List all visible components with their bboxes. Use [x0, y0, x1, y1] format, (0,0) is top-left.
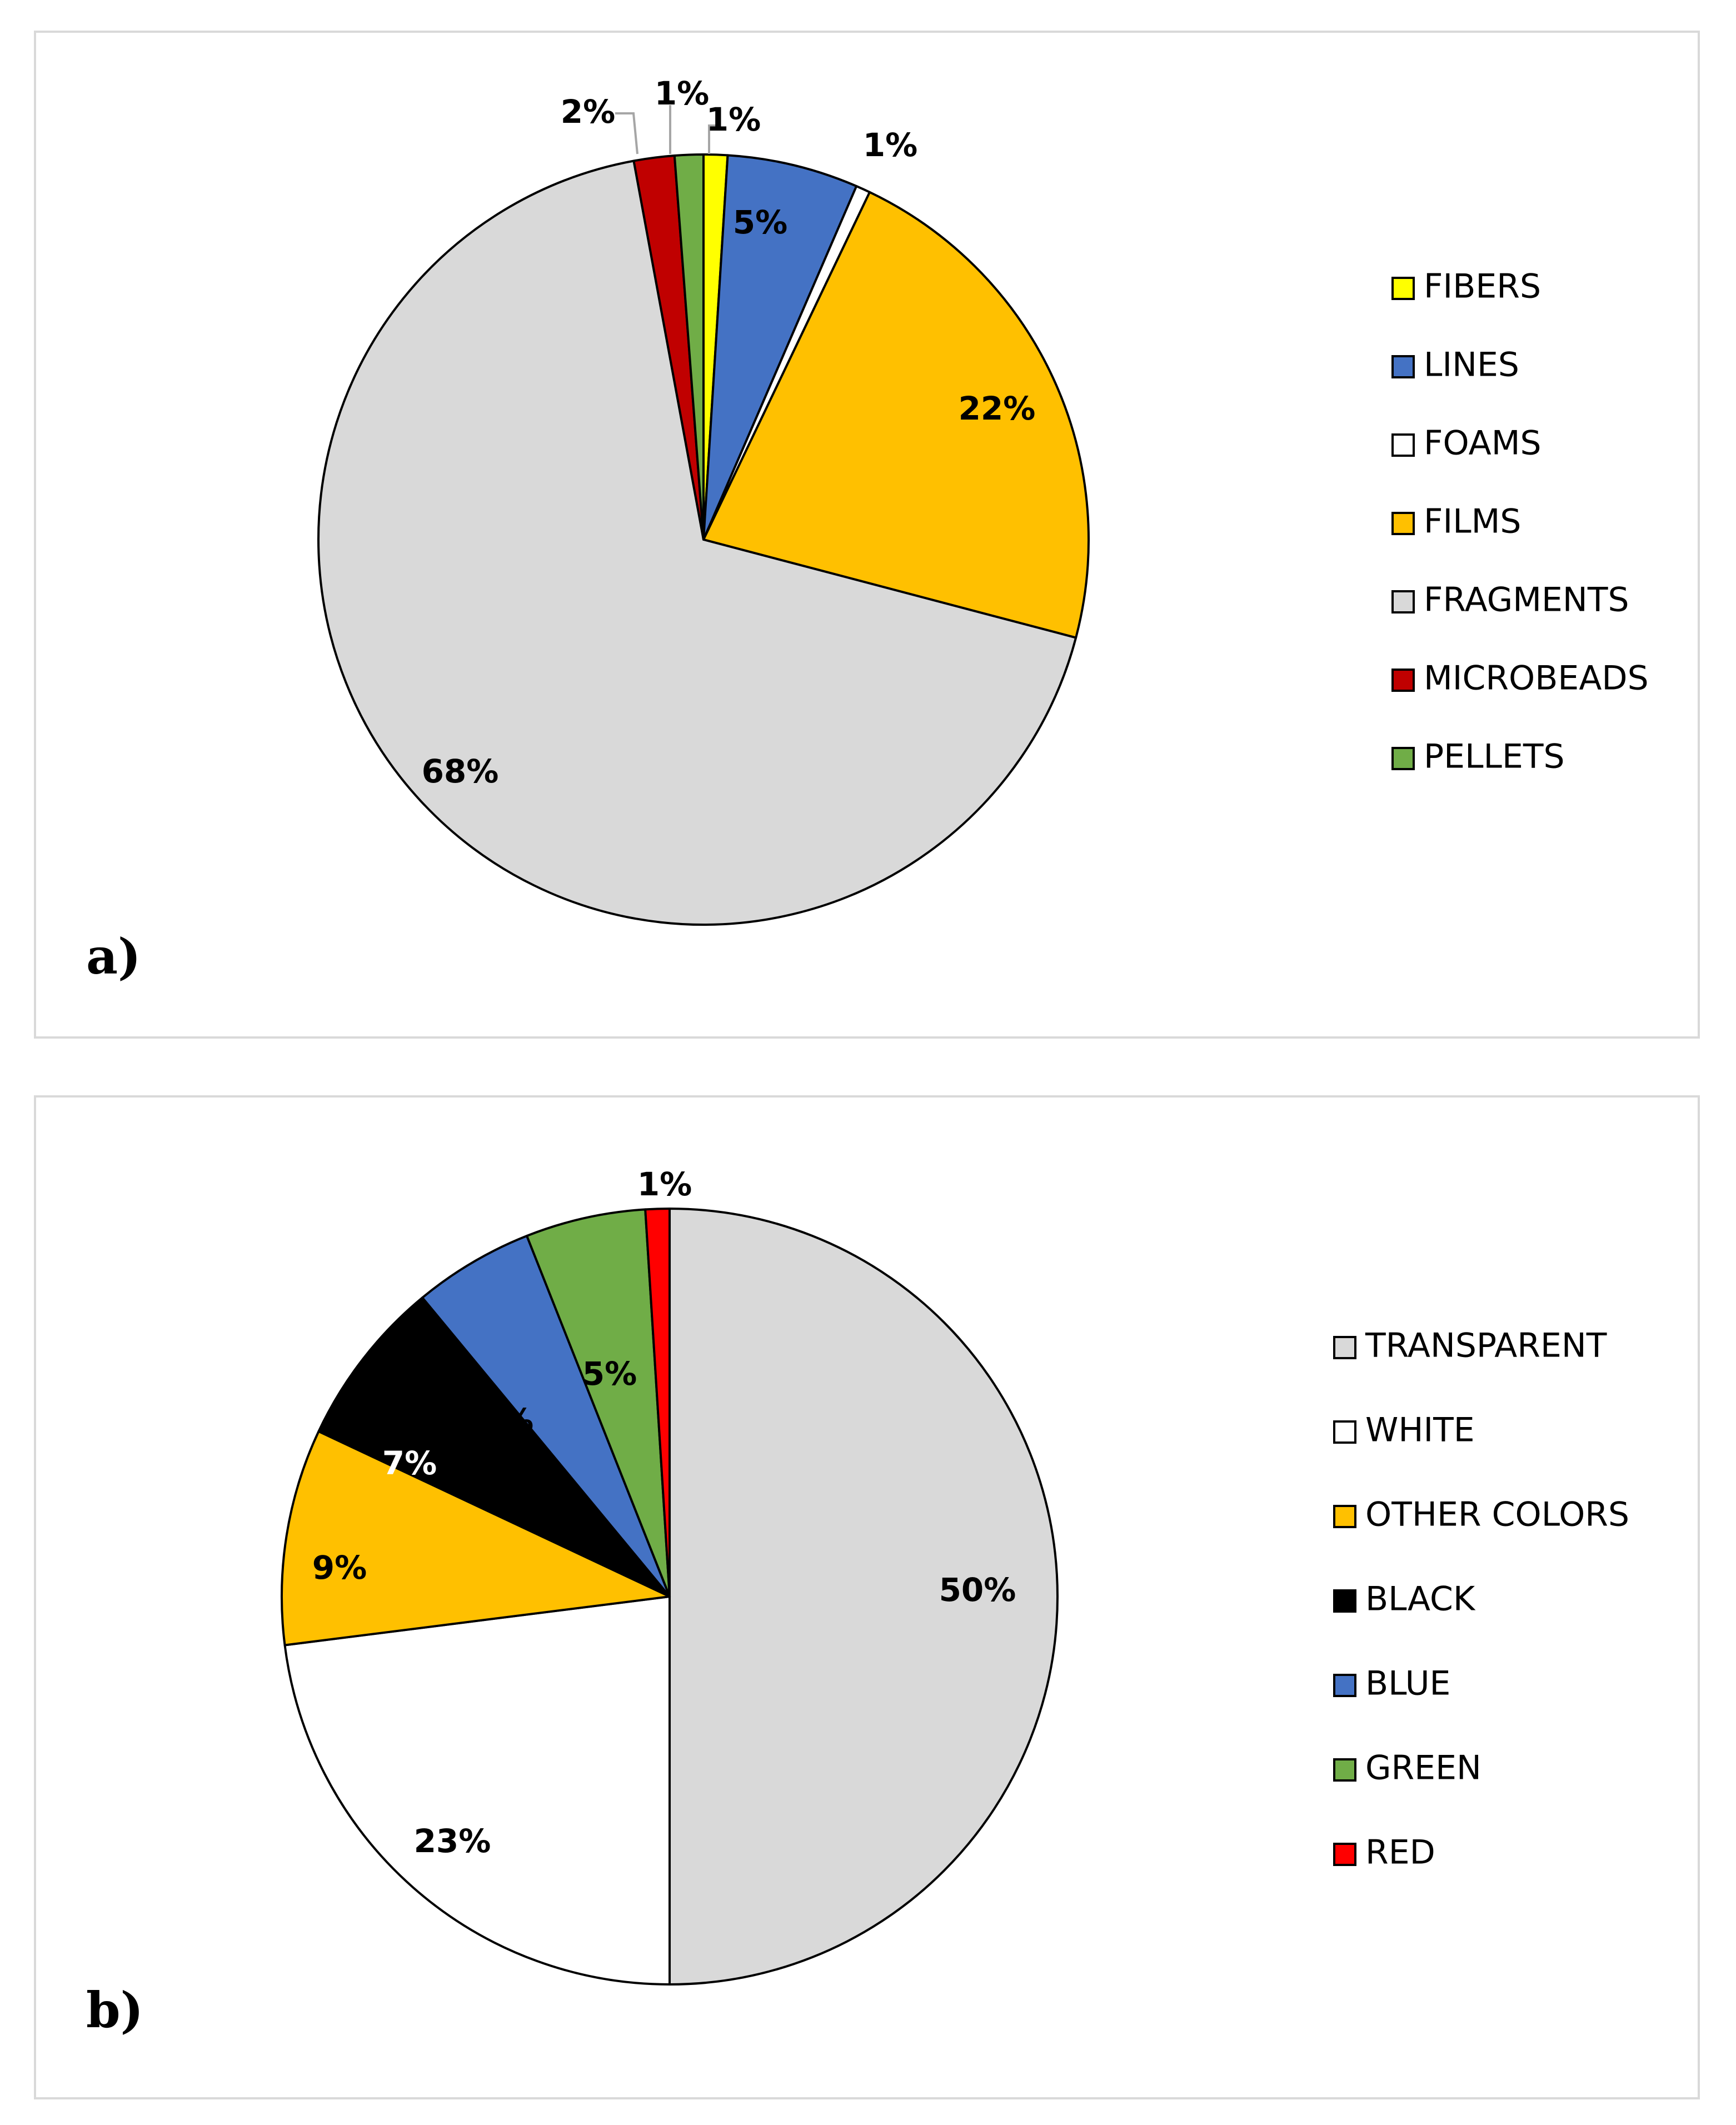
- legend-label-black: BLACK: [1365, 1580, 1476, 1619]
- leader-line-fibers: [708, 124, 721, 154]
- panel-label-b: b): [86, 1981, 144, 2039]
- data-label-blue: 5%: [479, 1401, 533, 1439]
- data-label-red: 1%: [637, 1165, 692, 1203]
- legend-swatch-blue: [1333, 1674, 1356, 1697]
- pie-slice-pellets: [673, 153, 705, 541]
- pie-slice-lines: [702, 154, 858, 541]
- legend-label-red: RED: [1365, 1833, 1435, 1872]
- pie-slices: [281, 1208, 1059, 1986]
- legend-label-microbeads: MICROBEADS: [1424, 659, 1649, 698]
- legend-label-pellets: PELLETS: [1424, 737, 1565, 776]
- panel-label-a: a): [86, 927, 141, 985]
- legend-swatch-other-colors: [1333, 1505, 1356, 1528]
- data-label-lines: 5%: [733, 203, 787, 241]
- legend-swatch-fibers: [1391, 277, 1415, 300]
- pie-slice-white: [283, 1595, 671, 1986]
- legend-label-green: GREEN: [1365, 1749, 1481, 1788]
- pie-slice-films: [702, 191, 1090, 639]
- legend-swatch-films: [1391, 512, 1415, 535]
- chart-panel-b: 50% 23% 9% 7% 5% 5% 1% TRANSPARENT WHITE OTHER CO…: [34, 1095, 1700, 2099]
- data-label-microbeads: 2%: [561, 93, 615, 131]
- legend-swatch-transparent: [1333, 1336, 1356, 1359]
- legend-swatch-green: [1333, 1758, 1356, 1782]
- legend-swatch-microbeads: [1391, 669, 1415, 692]
- legend-label-lines: LINES: [1424, 346, 1519, 385]
- data-label-fibers: 1%: [706, 101, 761, 138]
- data-label-green: 5%: [582, 1355, 637, 1393]
- data-label-fragments: 68%: [422, 752, 499, 790]
- legend-swatch-pellets: [1391, 747, 1415, 770]
- data-label-foams: 1%: [863, 126, 917, 164]
- pie-chart-a: 1% 5% 1% 22% 68% 2% 1% FIBERS LINES FOAMS FILMS FRA…: [317, 74, 1649, 926]
- data-label-films: 22%: [959, 390, 1036, 427]
- legend-swatch-lines: [1391, 355, 1415, 378]
- pie-slice-other-colors: [281, 1430, 671, 1647]
- data-label-pellets: 1%: [655, 74, 709, 112]
- legend-label-white: WHITE: [1365, 1411, 1475, 1450]
- legend-label-fibers: FIBERS: [1424, 267, 1541, 306]
- leader-line-microbeads: [615, 112, 638, 154]
- legend-swatch-fragments: [1391, 590, 1415, 613]
- legend-swatch-white: [1333, 1420, 1356, 1444]
- legend-label-transparent: TRANSPARENT: [1365, 1326, 1607, 1365]
- pie-slice-red: [644, 1208, 671, 1598]
- pie-chart-b: 50% 23% 9% 7% 5% 5% 1% TRANSPARENT WHITE OTHER CO…: [281, 1165, 1629, 1986]
- pie-slice-black: [317, 1296, 671, 1598]
- data-label-transparent: 50%: [939, 1571, 1016, 1609]
- pie-slice-fragments: [317, 159, 1077, 926]
- legend-label-films: FILMS: [1424, 502, 1522, 541]
- legend-swatch-red: [1333, 1843, 1356, 1866]
- legend-swatch-black: [1333, 1589, 1356, 1613]
- legend-label-other-colors: OTHER COLORS: [1365, 1495, 1629, 1534]
- pie-slice-blue: [421, 1235, 671, 1598]
- legend-label-blue: BLUE: [1365, 1664, 1450, 1703]
- legend: FIBERS LINES FOAMS FILMS FRAGMENTS MICROBEADS…: [1391, 267, 1649, 776]
- data-label-white: 23%: [414, 1822, 491, 1860]
- data-label-other-colors: 9%: [312, 1549, 367, 1587]
- legend-label-foams: FOAMS: [1424, 424, 1542, 463]
- data-label-black: 7%: [382, 1444, 437, 1482]
- legend-label-fragments: FRAGMENTS: [1424, 581, 1629, 620]
- legend-swatch-foams: [1391, 433, 1415, 457]
- chart-panel-a: 1% 5% 1% 22% 68% 2% 1% FIBERS LINES FOAMS FILMS FRA…: [34, 31, 1700, 1039]
- pie-slice-green: [526, 1208, 671, 1598]
- legend: TRANSPARENT WHITE OTHER COLORS BLACK BLUE GRE…: [1333, 1326, 1629, 1872]
- pie-slices: [317, 153, 1090, 926]
- pie-slice-transparent: [669, 1208, 1059, 1986]
